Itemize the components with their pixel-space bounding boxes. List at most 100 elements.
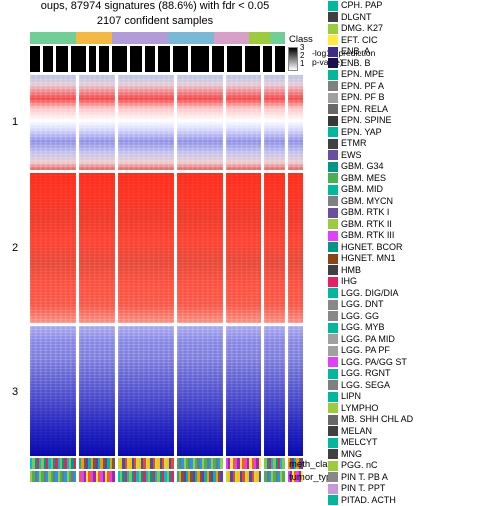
legend-label: HGNET. BCOR bbox=[341, 242, 403, 254]
legend-label: EPN. YAP bbox=[341, 127, 382, 139]
legend-label: MB. SHH CHL AD bbox=[341, 414, 413, 426]
legend-label: PIN T. PB A bbox=[341, 472, 388, 484]
legend-label: EPN. PF B bbox=[341, 92, 385, 104]
legend-swatch bbox=[328, 208, 338, 218]
legend-label: MELCYT bbox=[341, 437, 378, 449]
annotation-cell bbox=[177, 471, 223, 482]
legend-label: GBM. MES bbox=[341, 173, 386, 185]
legend-item: GBM. RTK I bbox=[328, 207, 504, 219]
heatmap-cell bbox=[118, 75, 174, 170]
legend-label: MNG bbox=[341, 449, 362, 461]
class-segment bbox=[249, 32, 269, 44]
heatmap-area bbox=[30, 32, 285, 464]
annotation-cell bbox=[226, 471, 262, 482]
legend-label: LGG. RGNT bbox=[341, 368, 391, 380]
annotation-cell bbox=[264, 471, 284, 482]
legend-label: GBM. RTK I bbox=[341, 207, 389, 219]
legend-swatch bbox=[328, 150, 338, 160]
legend-label: LGG. DNT bbox=[341, 299, 384, 311]
heatmap-row-group bbox=[30, 173, 285, 323]
legend-item: MB. SHH CHL AD bbox=[328, 414, 504, 426]
annotation-cell bbox=[118, 471, 174, 482]
legend-label: HGNET. MN1 bbox=[341, 253, 396, 265]
legend-label: DLGNT bbox=[341, 12, 372, 24]
legend-swatch bbox=[328, 334, 338, 344]
legend-swatch bbox=[328, 323, 338, 333]
legend-label: ETMR bbox=[341, 138, 367, 150]
legend-swatch bbox=[328, 219, 338, 229]
legend-item: MELCYT bbox=[328, 437, 504, 449]
pvalue-ticks: 3 2 1 bbox=[300, 44, 304, 68]
legend-label: PGG. nC bbox=[341, 460, 378, 472]
class-segment bbox=[168, 32, 214, 44]
row-cluster-label-1: 1 bbox=[12, 116, 18, 128]
legend-item: IHG bbox=[328, 276, 504, 288]
legend-swatch bbox=[328, 392, 338, 402]
legend-swatch bbox=[328, 254, 338, 264]
legend-label: GBM. RTK III bbox=[341, 230, 394, 242]
title-line1: oups, 87974 signatures (88.6%) with fdr … bbox=[0, 0, 310, 13]
annotation-cell bbox=[177, 458, 223, 469]
legend-label: GBM. RTK II bbox=[341, 219, 392, 231]
heatmap-cell bbox=[264, 75, 284, 170]
legend-swatch bbox=[328, 461, 338, 471]
heatmap-cell bbox=[30, 326, 76, 456]
legend-item: GBM. MID bbox=[328, 184, 504, 196]
legend-label: PITAD. ACTH bbox=[341, 495, 396, 506]
legend-swatch bbox=[328, 47, 338, 57]
legend-item: ETMR bbox=[328, 138, 504, 150]
legend-label: ENB. B bbox=[341, 58, 371, 70]
legend-swatch bbox=[328, 242, 338, 252]
title-line2: 2107 confident samples bbox=[0, 15, 310, 28]
annotation-cell bbox=[79, 458, 115, 469]
legend-item: LGG. DNT bbox=[328, 299, 504, 311]
legend-item: DMG. K27 bbox=[328, 23, 504, 35]
legend-item: ENB. B bbox=[328, 58, 504, 70]
heatmap-cell bbox=[226, 173, 262, 323]
pvalue-colorbar bbox=[288, 47, 298, 71]
legend-label: LGG. PA PF bbox=[341, 345, 390, 357]
legend-swatch bbox=[328, 116, 338, 126]
heatmap-cell bbox=[288, 326, 303, 456]
class-segment bbox=[112, 32, 168, 44]
legend-item: CPH. PAP bbox=[328, 0, 504, 12]
legend-item: EPN. YAP bbox=[328, 127, 504, 139]
legend-item: LGG. PA MID bbox=[328, 334, 504, 346]
legend-label: LGG. PA MID bbox=[341, 334, 395, 346]
legend-label: LIPN bbox=[341, 391, 361, 403]
heatmap-row-group bbox=[30, 326, 285, 456]
legend-label: EFT. CIC bbox=[341, 35, 378, 47]
legend-swatch bbox=[328, 12, 338, 22]
heatmap-cell bbox=[264, 173, 284, 323]
heatmap-cell bbox=[288, 75, 303, 170]
annotation-cell bbox=[30, 458, 76, 469]
legend-swatch bbox=[328, 357, 338, 367]
legend-label: LGG. GG bbox=[341, 311, 379, 323]
legend-swatch bbox=[328, 426, 338, 436]
legend-item: LGG. PA PF bbox=[328, 345, 504, 357]
legend-swatch bbox=[328, 24, 338, 34]
heatmap-body bbox=[30, 75, 285, 456]
heatmap-cell bbox=[79, 173, 115, 323]
legend-label: GBM. G34 bbox=[341, 161, 384, 173]
legend-item: PIN T. PB A bbox=[328, 472, 504, 484]
heatmap-cell bbox=[118, 173, 174, 323]
legend-item: LGG. SEGA bbox=[328, 380, 504, 392]
pvalue-annotation-row bbox=[30, 46, 285, 72]
legend-item: EPN. SPINE bbox=[328, 115, 504, 127]
legend-label: LGG. PA/GG ST bbox=[341, 357, 407, 369]
legend-swatch bbox=[328, 58, 338, 68]
legend-swatch bbox=[328, 277, 338, 287]
legend-item: EPN. PF B bbox=[328, 92, 504, 104]
legend-swatch bbox=[328, 449, 338, 459]
legend-item: EPN. PF A bbox=[328, 81, 504, 93]
annotation-cell bbox=[264, 458, 284, 469]
legend-item: EPN. MPE bbox=[328, 69, 504, 81]
legend-swatch bbox=[328, 185, 338, 195]
legend-item: PGG. nC bbox=[328, 460, 504, 472]
legend-swatch bbox=[328, 139, 338, 149]
legend-item: GBM. MYCN bbox=[328, 196, 504, 208]
legend-label: CPH. PAP bbox=[341, 0, 382, 12]
annotation-cell bbox=[79, 471, 115, 482]
legend-label: GBM. MYCN bbox=[341, 196, 393, 208]
